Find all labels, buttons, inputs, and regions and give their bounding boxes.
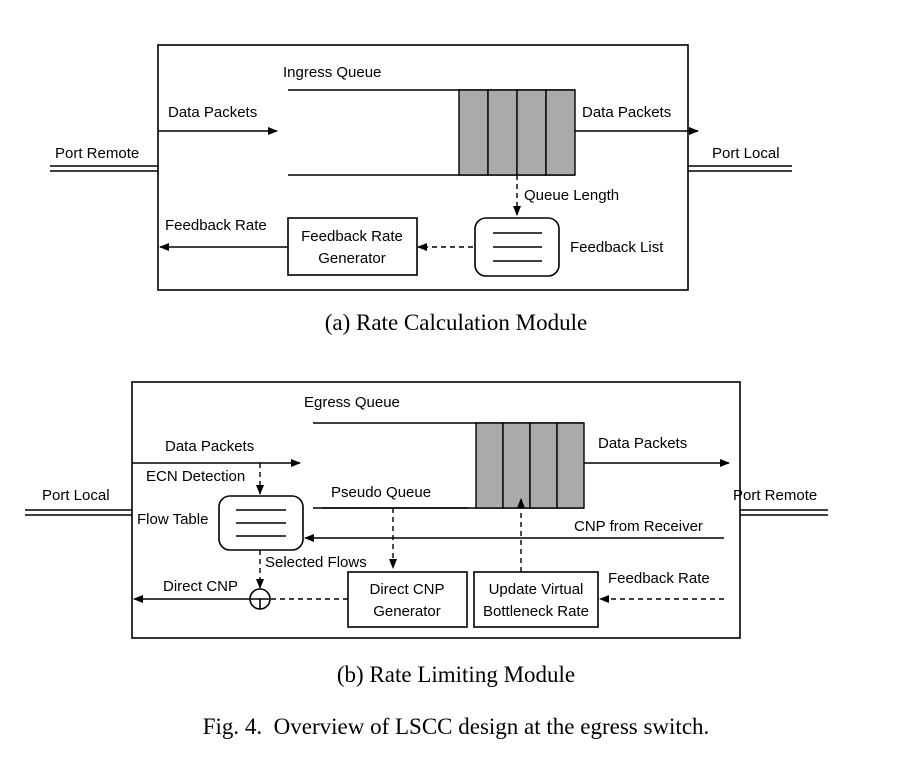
figure-caption: Fig. 4. Overview of LSCC design at the e… [203,714,710,739]
data-packets-out-label-b: Data Packets [598,435,687,452]
caption-b: (b) Rate Limiting Module [337,662,575,687]
combiner-node [249,588,271,610]
flow-table-list-icon [236,509,286,537]
panel-a-frame [157,44,689,291]
data-packets-out-label: Data Packets [582,104,671,121]
port-remote-line [50,165,158,172]
port-local-label: Port Local [712,145,780,162]
selected-flows-label: Selected Flows [265,554,367,571]
generator-line2: Generator [318,250,386,267]
pseudo-queue-label: Pseudo Queue [331,484,431,501]
egress-queue-label: Egress Queue [304,394,400,411]
caption-a: (a) Rate Calculation Module [325,310,588,335]
port-remote-line-b [740,509,828,516]
ingress-queue-label: Ingress Queue [283,64,381,81]
direct-cnp-label: Direct CNP [163,578,238,595]
feedback-list-label: Feedback List [570,239,664,256]
panel-a: Port Remote Port Local Ingress Queue Dat… [50,44,792,291]
feedback-rate-label: Feedback Rate [165,217,267,234]
ecn-detection-label: ECN Detection [146,468,245,485]
port-local-line [688,165,792,172]
panel-b: Port Local Port Remote Egress Queue Data… [25,381,828,639]
data-packets-in-label: Data Packets [168,104,257,121]
queue-slots [458,89,576,176]
port-local-label-b: Port Local [42,487,110,504]
feedback-rate-generator-box [287,217,418,276]
update-virtual-bottleneck-box [473,571,599,628]
queue-length-label: Queue Length [524,187,619,204]
egress-queue-slots [475,422,585,509]
list-icon [493,232,542,262]
port-remote-label: Port Remote [55,145,139,162]
cnp-from-receiver-label: CNP from Receiver [574,518,703,535]
direct-cnp-generator-box [347,571,468,628]
update-line1: Update Virtual [489,581,584,598]
data-packets-in-label-b: Data Packets [165,438,254,455]
direct-gen-line2: Generator [373,603,441,620]
update-line2: Bottleneck Rate [483,603,589,620]
direct-gen-line1: Direct CNP [369,581,444,598]
port-remote-label-b: Port Remote [733,487,817,504]
feedback-rate-label-b: Feedback Rate [608,570,710,587]
generator-line1: Feedback Rate [301,228,403,245]
flow-table-label: Flow Table [137,511,208,528]
port-local-line-b [25,509,132,516]
